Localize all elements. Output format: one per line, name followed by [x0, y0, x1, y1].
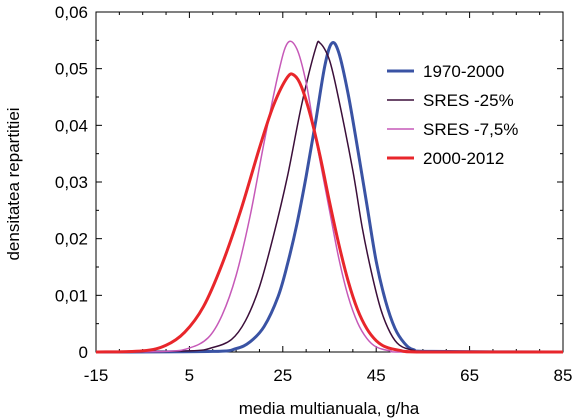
series-line-2	[95, 40, 563, 353]
series-line-1	[95, 41, 564, 354]
legend-label: 2000-2012	[423, 149, 504, 168]
x-axis-label: media multianuala, g/ha	[239, 399, 420, 418]
y-tick-label: 0,04	[55, 116, 88, 135]
y-tick-label: 0,05	[55, 60, 88, 79]
y-tick-label: 0	[79, 343, 88, 362]
x-tick-label: -15	[84, 366, 109, 385]
series-line-3	[95, 40, 563, 353]
y-tick-label: 0,01	[55, 286, 88, 305]
legend-label: SRES -7,5%	[423, 120, 518, 139]
legend-label: SRES -25%	[423, 91, 514, 110]
y-tick-label: 0,03	[55, 173, 88, 192]
y-tick-label: 0,02	[55, 230, 88, 249]
legend: 1970-2000 SRES -25% SRES -7,5% 2000-2012	[387, 62, 518, 168]
x-tick-label: 5	[185, 366, 194, 385]
y-tick-label: 0,06	[55, 3, 88, 22]
axis-ticks: -15 5 25 45 65 85 0 0,01 0,02 0,03 0,04 0,05 0,06	[55, 3, 573, 385]
series-line-4	[95, 72, 563, 354]
legend-label: 1970-2000	[423, 62, 504, 81]
x-tick-label: 65	[460, 366, 479, 385]
x-tick-label: 45	[367, 366, 386, 385]
y-axis-label: densitatea repartitiei	[4, 107, 23, 260]
x-tick-label: 85	[554, 366, 573, 385]
x-tick-label: 25	[273, 366, 292, 385]
series-lines	[95, 40, 564, 354]
